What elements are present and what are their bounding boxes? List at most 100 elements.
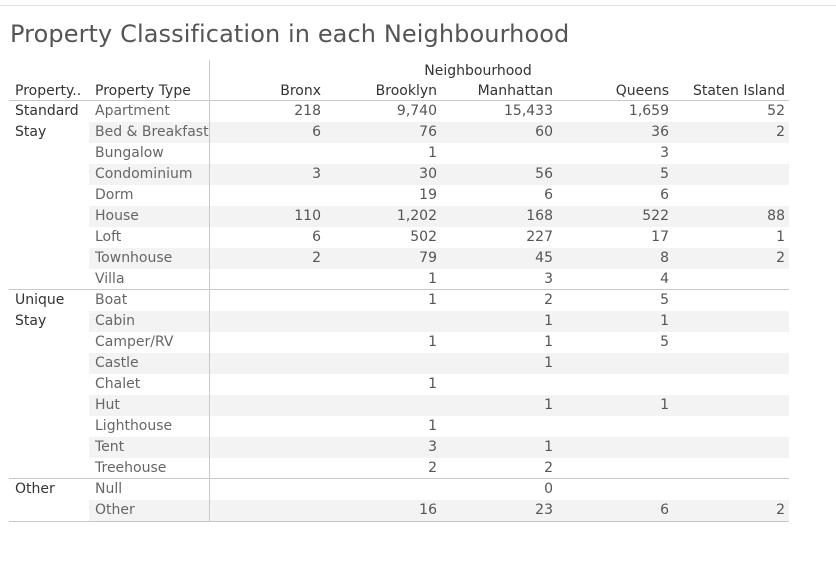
table-cell: 1 <box>544 397 553 413</box>
table-cell: 52 <box>767 103 785 119</box>
table-cell: 1 <box>544 334 553 350</box>
table-cell: 2 <box>544 292 553 308</box>
property-type-label: Treehouse <box>95 460 167 476</box>
table-cell: 3 <box>312 166 321 182</box>
table-cell: 1 <box>428 292 437 308</box>
table-cell: 6 <box>660 187 669 203</box>
column-header-manhattan: Manhattan <box>477 83 553 99</box>
group-label: Stay <box>15 124 47 140</box>
table-cell: 110 <box>294 208 321 224</box>
table-cell: 502 <box>410 229 437 245</box>
table-cell: 2 <box>776 250 785 266</box>
property-type-label: Bungalow <box>95 145 164 161</box>
row-band <box>89 122 209 143</box>
table-cell: 1 <box>428 334 437 350</box>
top-divider <box>0 5 836 6</box>
row-header-divider <box>209 60 210 521</box>
row-band <box>210 395 789 416</box>
row-band <box>210 206 789 227</box>
column-header-queens: Queens <box>615 83 669 99</box>
property-type-label: Chalet <box>95 376 141 392</box>
row-band <box>210 500 789 521</box>
row-header-type: Property Type <box>95 83 191 99</box>
property-type-label: Villa <box>95 271 125 287</box>
table-cell: 2 <box>776 502 785 518</box>
row-band <box>210 311 789 332</box>
table-cell: 168 <box>526 208 553 224</box>
table-cell: 1 <box>428 376 437 392</box>
column-header-staten-island: Staten Island <box>692 83 785 99</box>
table-cell: 227 <box>526 229 553 245</box>
property-type-label: Cabin <box>95 313 136 329</box>
row-band <box>89 353 209 374</box>
table-cell: 76 <box>419 124 437 140</box>
row-band <box>89 395 209 416</box>
property-type-label: Apartment <box>95 103 170 119</box>
table-cell: 6 <box>660 502 669 518</box>
table-cell: 45 <box>535 250 553 266</box>
table-cell: 5 <box>660 292 669 308</box>
table-cell: 1,202 <box>396 208 437 224</box>
table-cell: 1 <box>544 313 553 329</box>
table-cell: 218 <box>294 103 321 119</box>
table-cell: 1 <box>660 397 669 413</box>
column-group-label: Neighbourhood <box>424 63 532 79</box>
row-band <box>89 164 209 185</box>
row-header-category: Property.. <box>15 83 82 99</box>
property-type-label: Dorm <box>95 187 134 203</box>
table-cell: 6 <box>312 124 321 140</box>
header-rule <box>9 100 789 101</box>
property-type-label: Lighthouse <box>95 418 173 434</box>
row-band <box>210 122 789 143</box>
property-type-label: Tent <box>95 439 125 455</box>
property-type-label: Bed & Breakfast <box>95 124 209 140</box>
column-header-brooklyn: Brooklyn <box>375 83 437 99</box>
table-cell: 522 <box>642 208 669 224</box>
table-cell: 3 <box>660 145 669 161</box>
property-type-label: Other <box>95 502 135 518</box>
table-cell: 19 <box>419 187 437 203</box>
row-band <box>210 437 789 458</box>
table-cell: 3 <box>428 439 437 455</box>
column-header-bronx: Bronx <box>280 83 321 99</box>
table-bottom-rule <box>9 521 789 522</box>
table-cell: 1 <box>544 355 553 371</box>
table-cell: 1 <box>428 271 437 287</box>
row-band <box>210 164 789 185</box>
table-cell: 56 <box>535 166 553 182</box>
table-cell: 60 <box>535 124 553 140</box>
property-type-label: Camper/RV <box>95 334 174 350</box>
row-band <box>89 311 209 332</box>
table-cell: 1 <box>428 418 437 434</box>
table-cell: 79 <box>419 250 437 266</box>
group-separator <box>9 289 789 290</box>
table-cell: 6 <box>544 187 553 203</box>
table-cell: 5 <box>660 166 669 182</box>
table-cell: 15,433 <box>504 103 553 119</box>
table-cell: 5 <box>660 334 669 350</box>
row-band <box>210 353 789 374</box>
group-separator <box>9 478 789 479</box>
table-cell: 8 <box>660 250 669 266</box>
table-cell: 9,740 <box>396 103 437 119</box>
table-cell: 3 <box>544 271 553 287</box>
property-type-label: House <box>95 208 139 224</box>
crosstab-table: Neighbourhood Property.. Property Type Bron… <box>9 60 791 522</box>
table-cell: 88 <box>767 208 785 224</box>
table-cell: 1 <box>776 229 785 245</box>
table-cell: 2 <box>544 460 553 476</box>
row-band <box>89 437 209 458</box>
table-cell: 2 <box>312 250 321 266</box>
table-cell: 6 <box>312 229 321 245</box>
table-cell: 23 <box>535 502 553 518</box>
table-cell: 1 <box>660 313 669 329</box>
table-cell: 1 <box>544 439 553 455</box>
property-type-label: Castle <box>95 355 139 371</box>
property-type-label: Condominium <box>95 166 193 182</box>
table-cell: 1,659 <box>628 103 669 119</box>
row-band <box>89 206 209 227</box>
property-type-label: Loft <box>95 229 122 245</box>
property-type-label: Boat <box>95 292 128 308</box>
table-cell: 2 <box>428 460 437 476</box>
property-type-label: Null <box>95 481 123 497</box>
